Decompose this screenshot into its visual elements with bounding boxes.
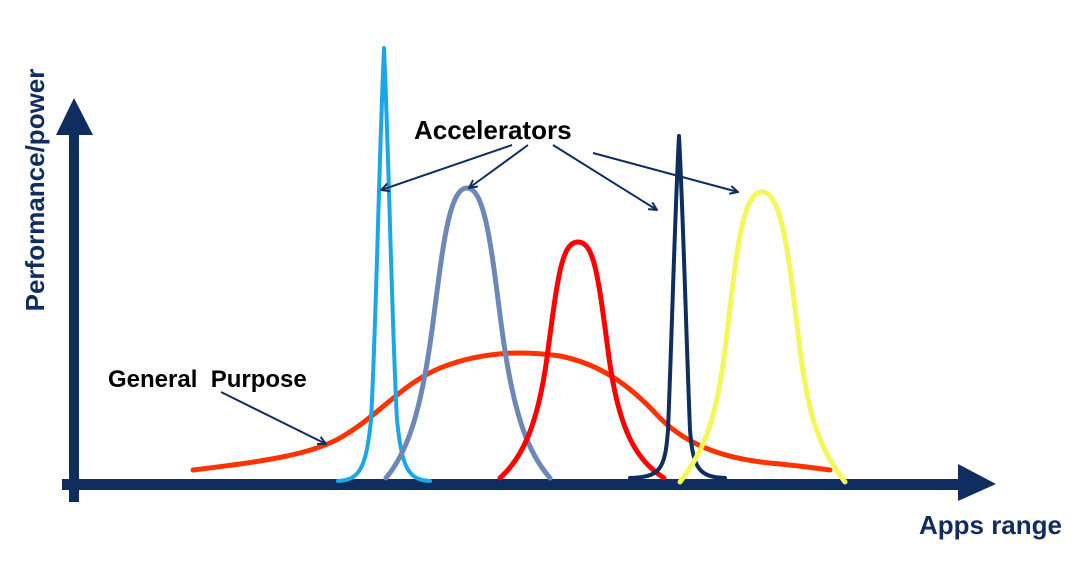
x-axis-label: Apps range — [919, 510, 1062, 540]
general-purpose-label: General Purpose — [108, 366, 307, 393]
accelerator-3-curve — [497, 239, 667, 481]
accelerator-5-curve — [677, 189, 848, 485]
accelerator-arrow-4 — [592, 152, 738, 192]
x-axis — [62, 464, 996, 501]
accelerators-label: Accelerators — [414, 115, 572, 145]
y-axis-arrowhead — [56, 98, 93, 135]
general-purpose-arrow — [220, 391, 326, 444]
y-axis — [56, 98, 93, 502]
accelerator-4-curve — [628, 134, 727, 480]
accelerator-arrow-1 — [381, 144, 513, 190]
x-axis-line — [62, 479, 967, 490]
x-axis-arrowhead — [958, 464, 996, 501]
y-axis-label: Performance/power — [20, 69, 50, 312]
accelerator-arrow-3 — [552, 144, 657, 210]
accelerator-arrow-2 — [469, 144, 529, 188]
accelerator-arrows — [381, 144, 738, 210]
y-axis-line — [69, 128, 79, 502]
accelerator-2-curve — [383, 185, 553, 481]
accelerator-1-curve — [336, 46, 432, 483]
